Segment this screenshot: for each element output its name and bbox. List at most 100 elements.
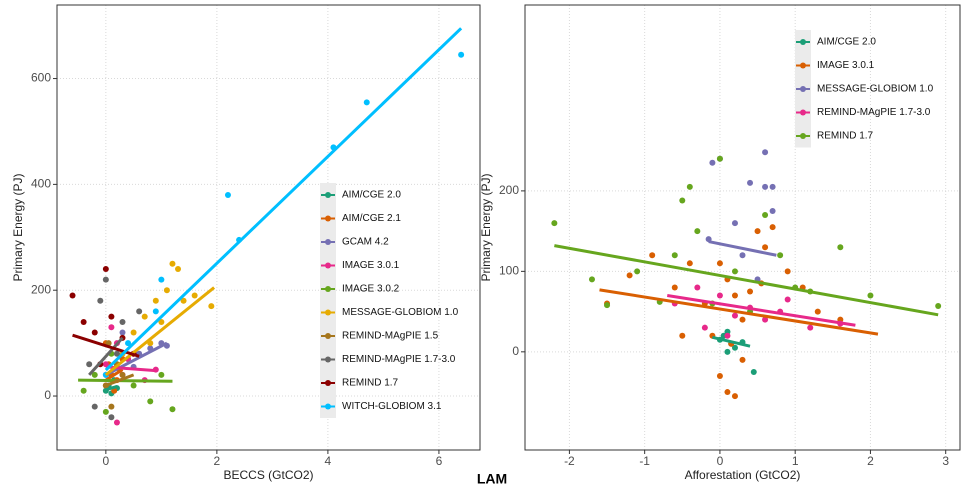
point — [769, 208, 776, 215]
point — [604, 302, 611, 309]
legend-label: REMIND 1.7 — [342, 378, 399, 389]
legend-label: REMIND-MAgPIE 1.5 — [342, 331, 439, 342]
fit-line — [105, 368, 124, 382]
legend-label: MESSAGE-GLOBIOM 1.0 — [817, 84, 934, 95]
legend-label: REMIND-MAgPIE 1.7-3.0 — [342, 354, 456, 365]
legend-label: REMIND-MAgPIE 1.7-3.0 — [817, 107, 931, 118]
x-tick-label: -1 — [639, 454, 650, 468]
fit-line — [667, 294, 856, 327]
point — [671, 252, 678, 259]
point — [130, 382, 137, 389]
point — [141, 313, 148, 320]
point — [694, 228, 701, 235]
x-tick-label: 6 — [436, 454, 443, 468]
legend-label: IMAGE 3.0.2 — [342, 284, 400, 295]
point — [69, 292, 76, 299]
point — [458, 51, 465, 58]
legend-key-point — [800, 109, 806, 116]
legend-label: AIM/CGE 2.0 — [342, 190, 401, 201]
point — [130, 329, 137, 336]
x-axis-title: BECCS (GtCO2) — [223, 468, 313, 482]
legend-label: GCAM 4.2 — [342, 237, 389, 248]
point — [158, 276, 165, 283]
point — [147, 398, 154, 405]
fit-line — [78, 378, 173, 383]
legend-key-point — [325, 380, 331, 386]
fit-line — [708, 240, 777, 257]
point — [588, 276, 595, 283]
point — [731, 268, 738, 275]
point — [626, 272, 633, 279]
legend-label: AIM/CGE 2.0 — [817, 37, 876, 48]
point — [158, 371, 165, 378]
point — [867, 292, 874, 299]
point — [152, 308, 159, 315]
point — [731, 312, 738, 319]
fit-line — [599, 288, 879, 336]
point — [769, 183, 776, 190]
point — [175, 266, 182, 273]
legend-label: AIM/CGE 2.1 — [342, 213, 401, 224]
point — [91, 329, 98, 336]
fit-line — [105, 373, 135, 387]
legend-label: MESSAGE-GLOBIOM 1.0 — [342, 307, 459, 318]
point — [724, 332, 731, 339]
fit-line — [104, 27, 463, 372]
figure-label: LAM — [477, 471, 507, 487]
point — [724, 348, 731, 355]
legend-key-point — [325, 309, 331, 316]
point — [686, 260, 693, 267]
legend-key-point — [325, 286, 331, 292]
point — [784, 296, 791, 303]
point — [739, 252, 746, 259]
y-tick-label: 400 — [31, 177, 51, 191]
point — [716, 372, 723, 379]
y-axis-title: Primary Energy (PJ) — [479, 173, 493, 281]
point — [136, 308, 143, 315]
legend-key-point — [325, 239, 331, 245]
point — [739, 356, 746, 363]
fit-line — [105, 385, 118, 392]
point — [119, 371, 126, 378]
point — [102, 408, 109, 415]
point — [91, 403, 98, 410]
point — [551, 220, 558, 227]
point — [754, 228, 761, 235]
point — [91, 371, 98, 378]
point — [102, 276, 109, 283]
point — [169, 406, 176, 413]
x-axis-title: Afforestation (GtCO2) — [685, 468, 801, 482]
point — [762, 149, 769, 156]
legend-key-point — [800, 62, 806, 69]
point — [191, 292, 198, 299]
x-tick-label: 3 — [942, 454, 949, 468]
point — [86, 361, 93, 368]
legend-label: REMIND 1.7 — [817, 131, 874, 142]
panel-border — [56, 4, 481, 451]
point — [769, 224, 776, 231]
fit-line — [712, 335, 751, 348]
point — [224, 191, 231, 198]
x-tick-label: 1 — [792, 454, 799, 468]
point — [108, 414, 115, 421]
legend-key-point — [325, 262, 331, 269]
point — [747, 288, 754, 295]
point — [108, 324, 115, 331]
y-axis-title: Primary Energy (PJ) — [11, 173, 25, 281]
fit-line — [88, 336, 124, 376]
point — [152, 297, 159, 304]
panel: 0 2 4 6 0 200 400 600 BECCS (GtCO2) Primary Energ… — [11, 4, 481, 482]
point — [716, 292, 723, 299]
x-tick-label: 2 — [214, 454, 221, 468]
point — [716, 260, 723, 267]
point — [762, 316, 769, 323]
point — [679, 332, 686, 339]
point — [119, 318, 126, 325]
point — [169, 260, 176, 267]
x-tick-label: 0 — [103, 454, 110, 468]
legend-key-point — [325, 333, 331, 339]
point — [731, 292, 738, 299]
legend-key-point — [325, 192, 331, 198]
point — [208, 303, 215, 310]
point — [108, 313, 115, 320]
